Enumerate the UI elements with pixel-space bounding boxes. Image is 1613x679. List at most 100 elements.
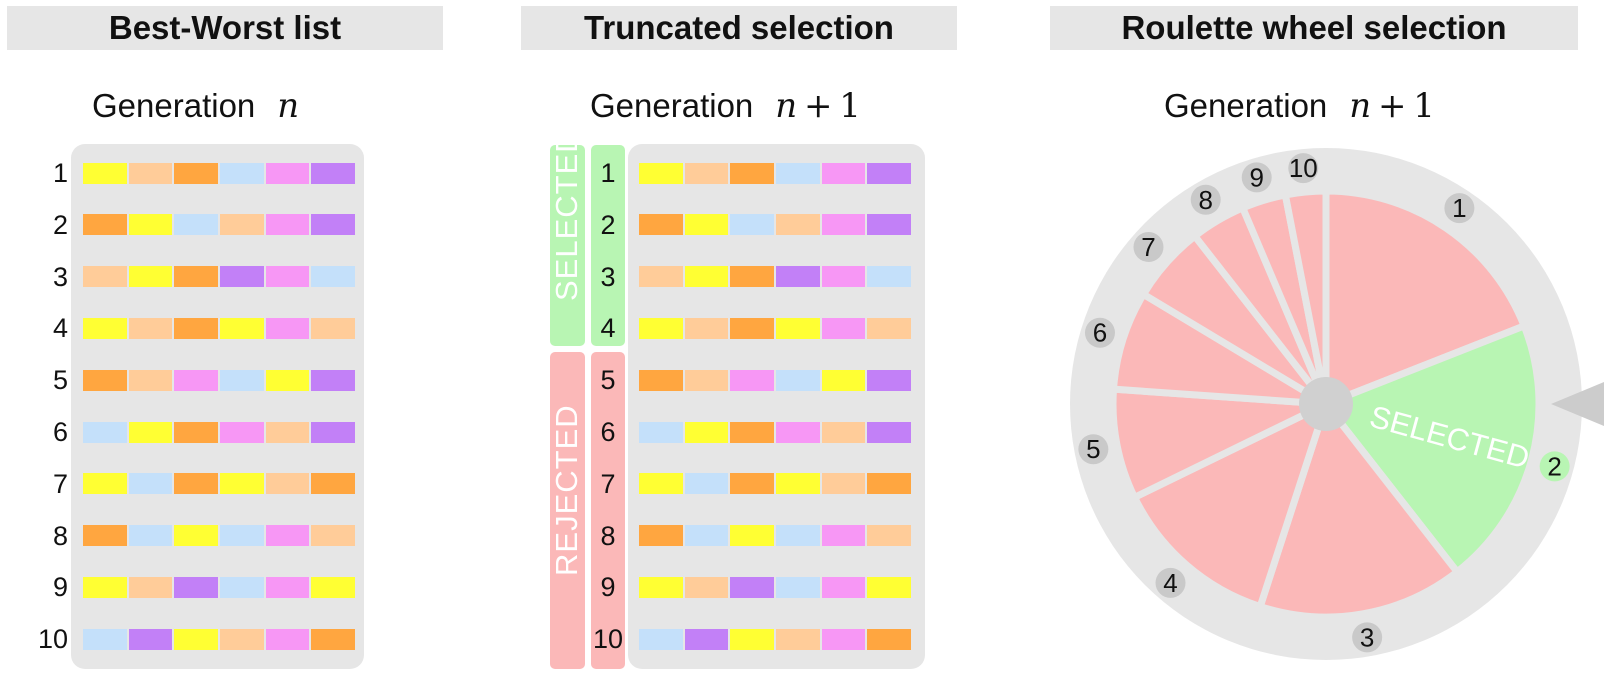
wheel-hub [1299, 377, 1353, 431]
gene-block [83, 266, 127, 288]
gene-block [220, 266, 264, 288]
gene-block [220, 576, 264, 598]
gene-block [684, 576, 729, 598]
gene-block [265, 525, 310, 547]
chromosome-row [83, 214, 356, 236]
slice-number: 6 [1093, 318, 1107, 348]
gene-block [265, 421, 310, 443]
gene-block [684, 266, 729, 288]
gene-block [730, 214, 775, 236]
gene-block [730, 369, 775, 391]
gene-block [776, 266, 820, 288]
gene-block [821, 214, 866, 236]
gene-block [128, 266, 173, 288]
rank-label: 5 [600, 365, 616, 396]
gene-block [776, 473, 820, 495]
gene-block [730, 628, 775, 650]
gene-block [821, 473, 866, 495]
gene-block [265, 317, 310, 339]
rank-label: 9 [52, 572, 68, 603]
gene-block [639, 576, 683, 598]
wheel-slice-2 [1320, 321, 1543, 577]
gene-block [83, 162, 127, 184]
best-worst-generation-title: Generation n [92, 82, 299, 130]
rejected-number-band [591, 352, 625, 669]
gene-block [776, 317, 820, 339]
gene-block [174, 473, 219, 495]
gene-block [265, 473, 310, 495]
chromosome-row [639, 266, 912, 288]
gene-block [311, 473, 356, 495]
wheel-slice-1 [1322, 187, 1529, 410]
gene-block [265, 628, 310, 650]
gene-block [776, 369, 820, 391]
gene-block [867, 421, 912, 443]
gene-block [639, 162, 683, 184]
rank-label: 5 [52, 365, 68, 396]
slice-badge [1444, 193, 1475, 224]
gene-block [821, 162, 866, 184]
gene-block [730, 576, 775, 598]
chromosome-row [83, 525, 356, 547]
slice-number: 10 [1289, 153, 1318, 183]
gene-block [83, 576, 127, 598]
gene-block [684, 628, 729, 650]
gene-block [220, 473, 264, 495]
gene-block [867, 473, 912, 495]
gene-block [83, 214, 127, 236]
chromosome-row [639, 473, 912, 495]
generation-math: n [277, 86, 300, 126]
gene-block [867, 266, 912, 288]
gene-block [265, 162, 310, 184]
wheel-slice-4 [1129, 397, 1332, 611]
rank-label: 6 [600, 417, 616, 447]
gene-block [83, 628, 127, 650]
rank-label: 10 [37, 624, 68, 655]
generation-math: n + 1 [1349, 86, 1435, 126]
gene-block [311, 421, 356, 443]
generation-math: n + 1 [775, 86, 861, 126]
gene-block [867, 628, 912, 650]
gene-block [174, 525, 219, 547]
gene-block [730, 162, 775, 184]
gene-block [776, 214, 820, 236]
gene-block [83, 473, 127, 495]
truncated-title: Truncated selection [584, 9, 894, 46]
chromosome-row [639, 162, 912, 184]
gene-block [128, 421, 173, 443]
gene-block [867, 214, 912, 236]
gene-block [174, 576, 219, 598]
roulette-header: Roulette wheel selection [1050, 6, 1578, 50]
gene-block [639, 214, 683, 236]
chromosome-row [639, 576, 912, 598]
best-worst-header: Best-Worst list [7, 6, 443, 50]
gene-block [776, 421, 820, 443]
slice-number: 1 [1452, 193, 1466, 223]
gene-block [128, 473, 173, 495]
rank-label: 6 [52, 417, 68, 447]
gene-block [867, 576, 912, 598]
rank-label: 8 [52, 520, 68, 551]
gene-block [639, 473, 683, 495]
chromosome-row [639, 369, 912, 391]
gene-block [821, 369, 866, 391]
gene-block [639, 317, 683, 339]
slice-number: 9 [1249, 162, 1263, 192]
gene-block [867, 369, 912, 391]
gene-block [83, 525, 127, 547]
gene-block [776, 525, 820, 547]
gene-block [684, 162, 729, 184]
gene-block [174, 317, 219, 339]
chromosome-row [639, 317, 912, 339]
gene-block [128, 214, 173, 236]
rank-label: 9 [600, 572, 616, 603]
rank-label: 3 [52, 261, 68, 292]
gene-block [265, 214, 310, 236]
wheel-background [1070, 148, 1582, 660]
wheel-slice-10 [1281, 187, 1330, 405]
slice-badge [1155, 567, 1186, 598]
slice-number: 5 [1086, 434, 1100, 464]
slice-badge [1539, 451, 1570, 482]
slice-badge [1352, 622, 1383, 653]
slice-badge [1288, 153, 1319, 184]
